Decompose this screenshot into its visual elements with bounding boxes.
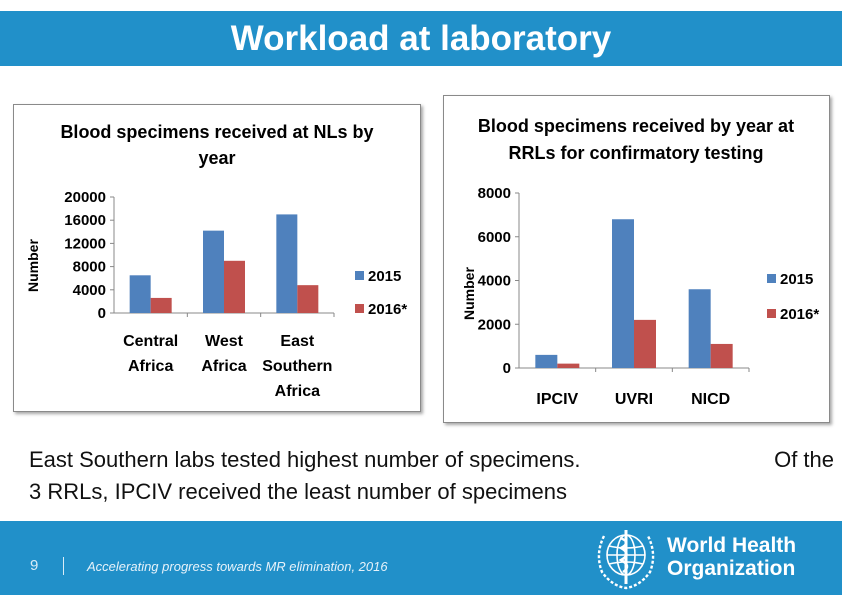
rrl-chart-title-line: RRLs for confirmatory testing xyxy=(508,143,763,163)
rrl-chart-category-label: NICD xyxy=(691,391,730,408)
nl-chart-y-tick-label: 20000 xyxy=(64,189,106,206)
rrl-chart-category-label: UVRI xyxy=(615,391,653,408)
rrl-chart-bar-2016 xyxy=(557,363,580,368)
rrl-specimens-chart-svg: Blood specimens received by year at RRLs … xyxy=(478,116,820,408)
footer-bar: 9 Accelerating progress towards MR elimi… xyxy=(0,521,842,595)
rrl-chart-y-tick-label: 2000 xyxy=(478,316,511,333)
nl-chart-y-axis-title: Number xyxy=(25,239,41,292)
rrl-chart-bar-2015 xyxy=(535,354,558,368)
nl-chart-category-label: Africa xyxy=(128,358,173,375)
nl-specimens-chart-svg: Blood specimens received at NLs by year 0 4… xyxy=(60,122,407,400)
nl-chart-category-label: Africa xyxy=(201,358,246,375)
footer-divider xyxy=(63,557,64,575)
nl-chart-category-label: Central xyxy=(123,333,178,350)
nl-specimens-chart: Blood specimens received at NLs by year 0 4… xyxy=(13,104,421,412)
nl-chart-title-line: Blood specimens received at NLs by xyxy=(60,122,373,142)
nl-chart-y-tick-label: 0 xyxy=(98,305,106,322)
rrl-chart-y-tick-label: 4000 xyxy=(478,273,511,290)
nl-chart-category-label: Southern xyxy=(262,358,332,375)
nl-chart-legend-label: 2016* xyxy=(368,301,407,318)
who-emblem-icon xyxy=(597,530,655,590)
nl-chart-legend-swatch xyxy=(355,304,364,313)
caption-line2: 3 RRLs, IPCIV received the least number … xyxy=(29,479,568,504)
nl-chart-category-label: East xyxy=(280,333,314,350)
rrl-chart-legend-label: 2016* xyxy=(780,306,819,323)
rrl-chart-y-axis-title: Number xyxy=(461,267,477,320)
rrl-chart-y-tick-label: 0 xyxy=(503,360,511,377)
nl-chart-bar-2015 xyxy=(276,214,298,313)
caption-line1-right: Of the xyxy=(774,447,834,472)
nl-chart-bar-2016 xyxy=(150,297,172,313)
nl-chart-category-label: West xyxy=(205,333,244,350)
nl-chart-bar-2015 xyxy=(129,275,151,313)
nl-chart-y-tick-label: 4000 xyxy=(73,282,106,299)
nl-chart-y-tick-label: 12000 xyxy=(64,235,106,252)
rrl-chart-y-tick-label: 8000 xyxy=(478,185,511,202)
nl-chart-category-label: Africa xyxy=(275,383,320,400)
rrl-chart-legend-swatch xyxy=(767,309,776,318)
rrl-chart-legend-label: 2015 xyxy=(780,271,813,288)
nl-chart-title-line: year xyxy=(198,148,235,168)
title-bar: Workload at laboratory xyxy=(0,11,842,66)
slide-title: Workload at laboratory xyxy=(230,19,612,58)
rrl-chart-category-label: IPCIV xyxy=(536,391,578,408)
rrl-chart-bar-2016 xyxy=(634,319,656,368)
rrl-chart-y-tick-label: 6000 xyxy=(478,229,511,246)
who-name-line1: World Health xyxy=(667,534,797,557)
rrl-chart-bar-2015 xyxy=(688,289,711,368)
slide-caption: East Southern labs tested highest number… xyxy=(29,444,834,508)
page-number: 9 xyxy=(30,557,39,574)
rrl-chart-bar-2015 xyxy=(612,219,634,368)
nl-chart-bar-2015 xyxy=(203,230,224,313)
footer-text: Accelerating progress towards MR elimina… xyxy=(87,559,388,574)
rrl-chart-bar-2016 xyxy=(710,343,733,368)
nl-chart-bar-2016 xyxy=(224,260,245,313)
who-name-line2: Organization xyxy=(667,557,796,580)
who-name: World Health Organization xyxy=(667,534,796,580)
rrl-specimens-chart: Blood specimens received by year at RRLs … xyxy=(443,95,830,423)
nl-chart-y-tick-label: 16000 xyxy=(64,212,106,229)
rrl-chart-title-line: Blood specimens received by year at xyxy=(478,116,794,136)
nl-chart-legend-label: 2015 xyxy=(368,268,401,285)
rrl-chart-legend-swatch xyxy=(767,274,776,283)
nl-chart-bar-2016 xyxy=(297,285,319,313)
caption-line1-left: East Southern labs tested highest number… xyxy=(29,447,581,472)
nl-chart-y-tick-label: 8000 xyxy=(73,259,106,276)
nl-chart-legend-swatch xyxy=(355,271,364,280)
